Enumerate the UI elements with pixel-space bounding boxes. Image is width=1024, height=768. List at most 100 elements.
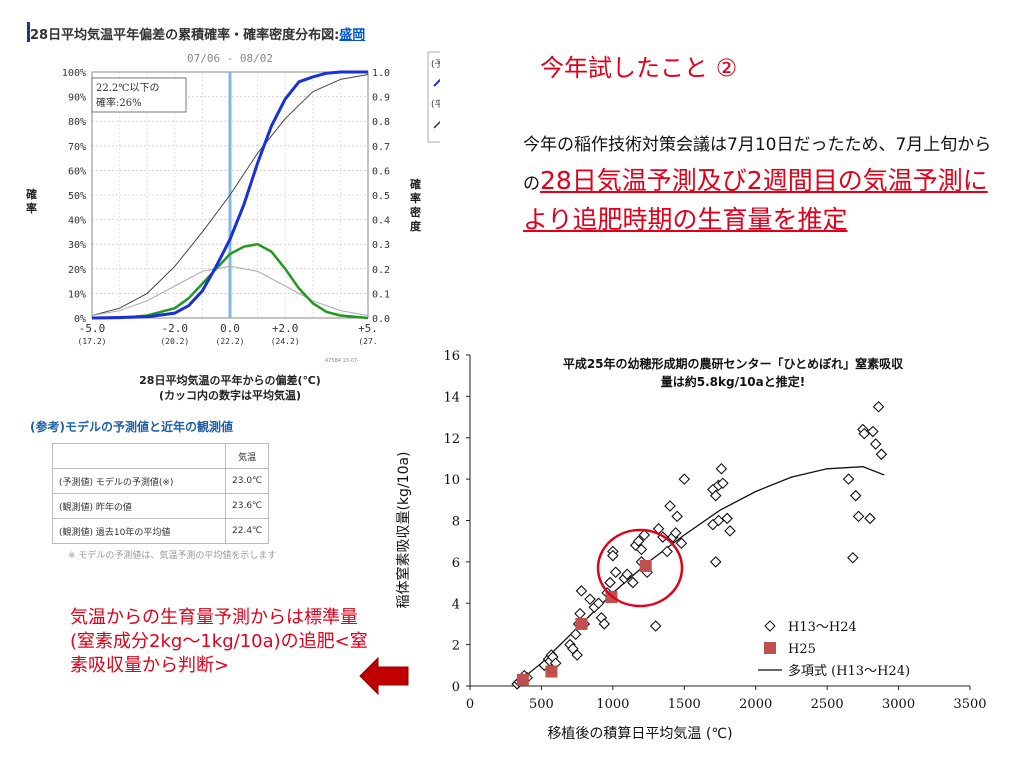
y-left-tick: 30% [68,240,86,251]
table-header-cell: 気温 [224,443,270,469]
scatter-point [869,438,882,450]
x-tick-label: 500 [529,697,554,712]
y-left-label: 確率 [26,187,37,215]
legend-blue-line [433,78,440,87]
description: 今年の稲作技術対策会議は7月10日だったため、7月上旬からの28日気温予測及び2… [523,128,993,240]
scatter-point [621,568,633,581]
y-left-tick: 50% [68,191,86,202]
bottom-note: 気温からの生育量予測からは標準量(窒素成分2kg～1kg/10a)の追肥<窒素吸… [70,607,368,676]
y-left-tick: 0% [74,314,86,325]
table-row: (観測値) 昨年の値 23.6℃ [52,493,270,519]
x-caption-line1: 28日平均気温の平年からの偏差(℃) [139,374,321,387]
y-left-tick: 80% [68,117,86,128]
scatter-point [638,529,651,541]
h25-point [575,617,588,630]
y-left-ticks: 100% 90% 80% 70% 60% 50% 40% 30% 20% 10% 0% [62,68,86,325]
legend-gray-line [433,120,440,129]
x-caption-line2: (カッコ内の数字は平均気温) [158,389,302,402]
y-left-tick: 10% [68,289,86,300]
highlight-circle [596,528,684,608]
scatter-point [592,597,605,610]
y-left-tick: 70% [68,142,86,153]
h13-h24-points [511,400,888,690]
x-tick-label: -5.0 [79,322,106,335]
y-left-tick: 90% [68,93,86,104]
y-tick-label: 10 [443,473,460,488]
scatter-point [721,512,733,525]
table-row: (観測値) 過去10年の平均値 22.4℃ [52,518,270,544]
row-label: (予測値) モデルの予測値(※) [52,468,226,494]
y-tick-label: 4 [452,597,460,612]
x-tick-label: 2500 [811,697,844,712]
h25-point [516,673,529,686]
legend-diamond-marker [764,620,776,632]
x-tick-label: 3000 [882,697,915,712]
scatter-point [635,543,648,556]
left-arrow-icon [359,656,409,696]
scatter-point [675,537,688,550]
y-tick-label: 0 [452,680,460,695]
x-subtick-label: (27. [358,337,377,346]
scatter-title-line1: 平成25年の幼穂形成期の農研センター「ひとめぼれ」窒素吸収 [563,356,904,371]
scatter-point [717,477,729,490]
scatter-y-label: 稲体窒素吸収量(kg/10a) [395,451,412,608]
y-tick-label: 2 [452,639,460,654]
y-right-tick: 0.6 [372,166,390,177]
y-right-ticks: 1.0 0.9 0.8 0.7 0.6 0.5 0.4 0.3 0.2 0.1 0.0 [372,68,390,325]
polynomial-fit-line [512,466,885,687]
scatter-point [574,607,586,620]
row-value: 23.0℃ [224,468,270,494]
y-left-label-char1: 確 [26,187,37,201]
annotation-box [91,77,187,113]
h25-point [639,560,652,573]
legend-label-fit: 多項式 (H13～H24) [788,663,910,679]
scatter-point [607,549,619,562]
y-right-label-char4: 度 [410,219,422,233]
scatter-point [661,545,673,558]
row-label: (観測値) 過去10年の平均値 [52,518,226,544]
scatter-title-line2: 量は約5.8kg/10aと推定! [661,374,805,389]
scatter-x-label: 移植後の積算日平均気温 (℃) [547,726,732,742]
y-right-tick: 0.9 [372,93,390,104]
annotation-line1: 22.2℃以下の [96,83,159,94]
scatter-point [569,628,582,641]
scatter-point [598,618,611,630]
x-tick-label: 0 [466,697,474,712]
reference-table: 気温 (予測値) モデルの予測値(※) 23.0℃ (観測値) 昨年の値 23.… [52,443,270,544]
scatter-point [875,448,888,461]
y-right-tick: 0.8 [372,117,390,128]
scatter-point [609,566,622,578]
y-right-label-char2: 率 [410,191,421,205]
legend-fragment-1: (予 [431,59,440,70]
scatter-point [649,620,662,632]
scatter-legend: H13～H24 H25 多項式 (H13～H24) [758,620,910,679]
scatter-point [847,551,859,564]
fit-curve [512,466,885,687]
nitrogen-scatter-chart: 0 2 4 6 8 10 12 14 16 0 500 1000 1500 2000 2500 3000 350… [395,349,987,742]
y-left-label-char2: 率 [26,201,37,215]
x-subtick-label: (24.2) [271,337,300,346]
scatter-point [867,425,879,438]
row-label: (観測値) 昨年の値 [52,493,226,519]
y-tick-label: 16 [443,349,460,364]
x-tick-label: 1500 [668,697,701,712]
row-value: 23.6℃ [224,493,270,519]
legend-fragment-box [427,51,440,143]
density-forecast-line [92,242,369,320]
y-right-tick: 0.4 [372,216,390,227]
scatter-point [842,473,855,485]
y-tick-label: 6 [452,556,460,571]
station-link[interactable]: 盛岡 [339,28,366,43]
annotation-line2: 確率:26% [96,96,142,109]
y-right-label: 確 率 密 度 [410,177,422,233]
y-right-tick: 1.0 [372,68,390,79]
scatter-point [571,649,583,661]
row-value: 22.4℃ [224,518,270,544]
y-right-tick: 0.1 [372,289,390,300]
description-highlight: 28日気温予測及び2週間目の気温予測により追肥時期の生育量を推定 [523,166,988,234]
reference-footnote: ※ モデルの予測値は、気温予測の平均値を示します [68,551,277,561]
legend-fragment-2: (平 [431,99,440,110]
legend-square-marker [764,642,776,654]
x-ticks: -5.0 (17.2) -2.0 (20.2) 0.0 (22.2) +2.0 (24.2) +… [78,322,378,346]
left-chart-title: 28日平均気温平年偏差の累積確率・確率密度分布図:盛岡 [30,24,365,43]
